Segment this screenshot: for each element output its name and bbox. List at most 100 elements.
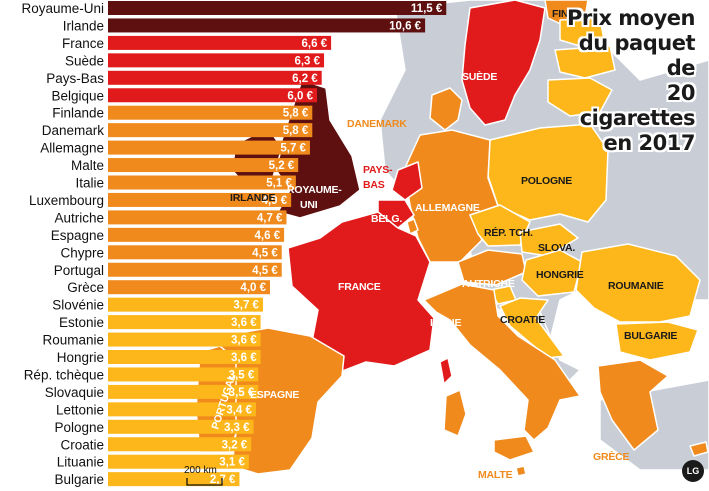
ranking-country-name: Croatie — [60, 437, 104, 452]
ranking-bar — [108, 140, 310, 155]
ranking-price-label: 5,8 € — [283, 125, 309, 137]
ranking-bar — [108, 175, 296, 190]
ranking-country-name: Lettonie — [56, 402, 104, 417]
ranking-price-label: 3,6 € — [231, 352, 257, 364]
ranking-country-name: Belgique — [51, 88, 104, 103]
ranking-price-label: 4,5 € — [252, 247, 278, 259]
map-label-malta: MALTE — [478, 469, 513, 481]
ranking-price-label: 5,1 € — [266, 178, 292, 190]
map-label-austria: AUTRICHE — [462, 278, 515, 290]
map-label-netherlands-line2: BAS — [363, 179, 385, 191]
ranking-bar — [108, 297, 263, 312]
ranking-bar — [108, 1, 447, 15]
ranking-price-label: 3,1 € — [219, 457, 245, 469]
country-denmark — [429, 87, 463, 131]
ranking-country-name: Hongrie — [57, 350, 104, 365]
ranking-country-name: Estonie — [59, 315, 104, 330]
ranking-price-label: 3,7 € — [233, 300, 259, 312]
ranking-country-name: Royaume-Uni — [21, 1, 104, 16]
scale-label: 200 km — [184, 465, 217, 476]
ranking-country-name: Pologne — [54, 420, 104, 435]
ranking-bar — [108, 70, 322, 85]
ranking-bars: Royaume-Uni 11,5 € Irlande 10,6 € France 6,6 … — [21, 1, 447, 487]
ranking-row: Pologne 3,3 € — [54, 419, 254, 435]
country-bulgaria — [615, 321, 699, 361]
ranking-country-name: Chypre — [60, 245, 104, 260]
ranking-country-name: Lituanie — [57, 455, 104, 470]
country-estonia — [559, 17, 605, 47]
ranking-row: Malte 5,2 € — [71, 158, 299, 173]
map-label-italy: ITALIE — [430, 317, 461, 329]
ranking-price-label: 10,6 € — [389, 20, 422, 32]
ranking-row: Autriche 4,7 € — [54, 210, 287, 225]
map-label-slovakia: SLOVA. — [538, 242, 575, 254]
country-luxembourg — [406, 218, 419, 235]
ranking-country-name: Finlande — [52, 106, 104, 121]
ranking-bar — [108, 18, 426, 33]
ranking-row: Slovénie 3,7 € — [52, 297, 263, 313]
ranking-country-name: Irlande — [63, 18, 104, 33]
ranking-price-label: 5,8 € — [283, 108, 309, 120]
map-label-greece: GRÈCE — [593, 450, 630, 463]
country-italy-sicily — [493, 435, 535, 461]
ranking-bar — [108, 227, 285, 242]
title-line-3: 20 cigarettes — [579, 81, 696, 130]
ranking-bar — [108, 472, 240, 487]
ranking-country-name: Espagne — [51, 228, 104, 243]
ranking-bar — [108, 53, 325, 68]
ranking-country-name: Autriche — [54, 210, 104, 225]
ranking-row: Suède 6,3 € — [65, 53, 325, 68]
ranking-bar — [108, 350, 261, 364]
ranking-row: Slovaquie 3,5 € — [45, 384, 259, 400]
ranking-row: Portugal 4,5 € — [54, 262, 282, 278]
country-italy-sardinia — [443, 389, 467, 437]
ranking-row: Irlande 10,6 € — [63, 18, 426, 33]
ranking-price-label: 4,0 € — [240, 282, 266, 294]
ranking-bar — [108, 88, 317, 103]
ranking-country-name: Slovénie — [52, 298, 104, 313]
ranking-row: Roumanie 3,6 € — [42, 332, 261, 348]
ranking-bar — [108, 123, 313, 138]
ranking-country-name: Suède — [65, 53, 104, 68]
ranking-row: Hongrie 3,6 € — [57, 350, 261, 365]
ranking-row: Belgique 6,0 € — [51, 88, 317, 103]
map-label-bulgaria: BULGARIE — [624, 330, 677, 342]
title-line-1: Prix moyen — [567, 6, 696, 30]
ranking-row: Chypre 4,5 € — [60, 245, 282, 260]
ranking-bar — [108, 210, 287, 225]
ranking-row: Grèce 4,0 € — [67, 280, 270, 295]
ranking-country-name: Luxembourg — [29, 193, 104, 208]
ranking-bar — [108, 192, 292, 207]
ranking-country-name: France — [62, 36, 104, 51]
country-netherlands — [391, 161, 423, 201]
ranking-bar — [108, 315, 261, 330]
ranking-country-name: Malte — [71, 158, 104, 173]
ranking-price-label: 3,6 € — [231, 335, 257, 347]
map-label-croatia: CROATIE — [500, 314, 545, 326]
map-label-sweden: SUÈDE — [462, 70, 497, 83]
ranking-price-label: 3,5 € — [229, 369, 255, 381]
ranking-row: Croatie 3,2 € — [60, 437, 252, 452]
ranking-bar — [108, 419, 254, 434]
map-label-finland: FIN. — [552, 8, 571, 20]
ranking-bar — [108, 402, 256, 417]
map-label-ireland: IRLANDE — [230, 192, 275, 204]
ranking-bar — [108, 280, 270, 295]
country-malta — [515, 465, 527, 477]
country-romania — [575, 243, 701, 323]
ranking-price-label: 4,5 € — [252, 265, 278, 277]
ranking-row: Royaume-Uni 11,5 € — [21, 1, 447, 16]
publisher-logo: LG — [682, 460, 704, 482]
ranking-price-label: 2,7 € — [210, 474, 236, 486]
ranking-bar — [108, 332, 261, 347]
ranking-price-label: 6,0 € — [287, 90, 313, 102]
ranking-country-name: Grèce — [67, 280, 104, 295]
ranking-row: Bulgarie 2,7 € — [54, 472, 240, 487]
map-label-denmark: DANEMARK — [347, 118, 407, 130]
map-label-france: FRANCE — [338, 281, 381, 293]
ranking-price-label: 4,6 € — [255, 230, 281, 242]
ranking-bar — [108, 437, 252, 452]
map-label-romania: ROUMANIE — [608, 280, 664, 292]
